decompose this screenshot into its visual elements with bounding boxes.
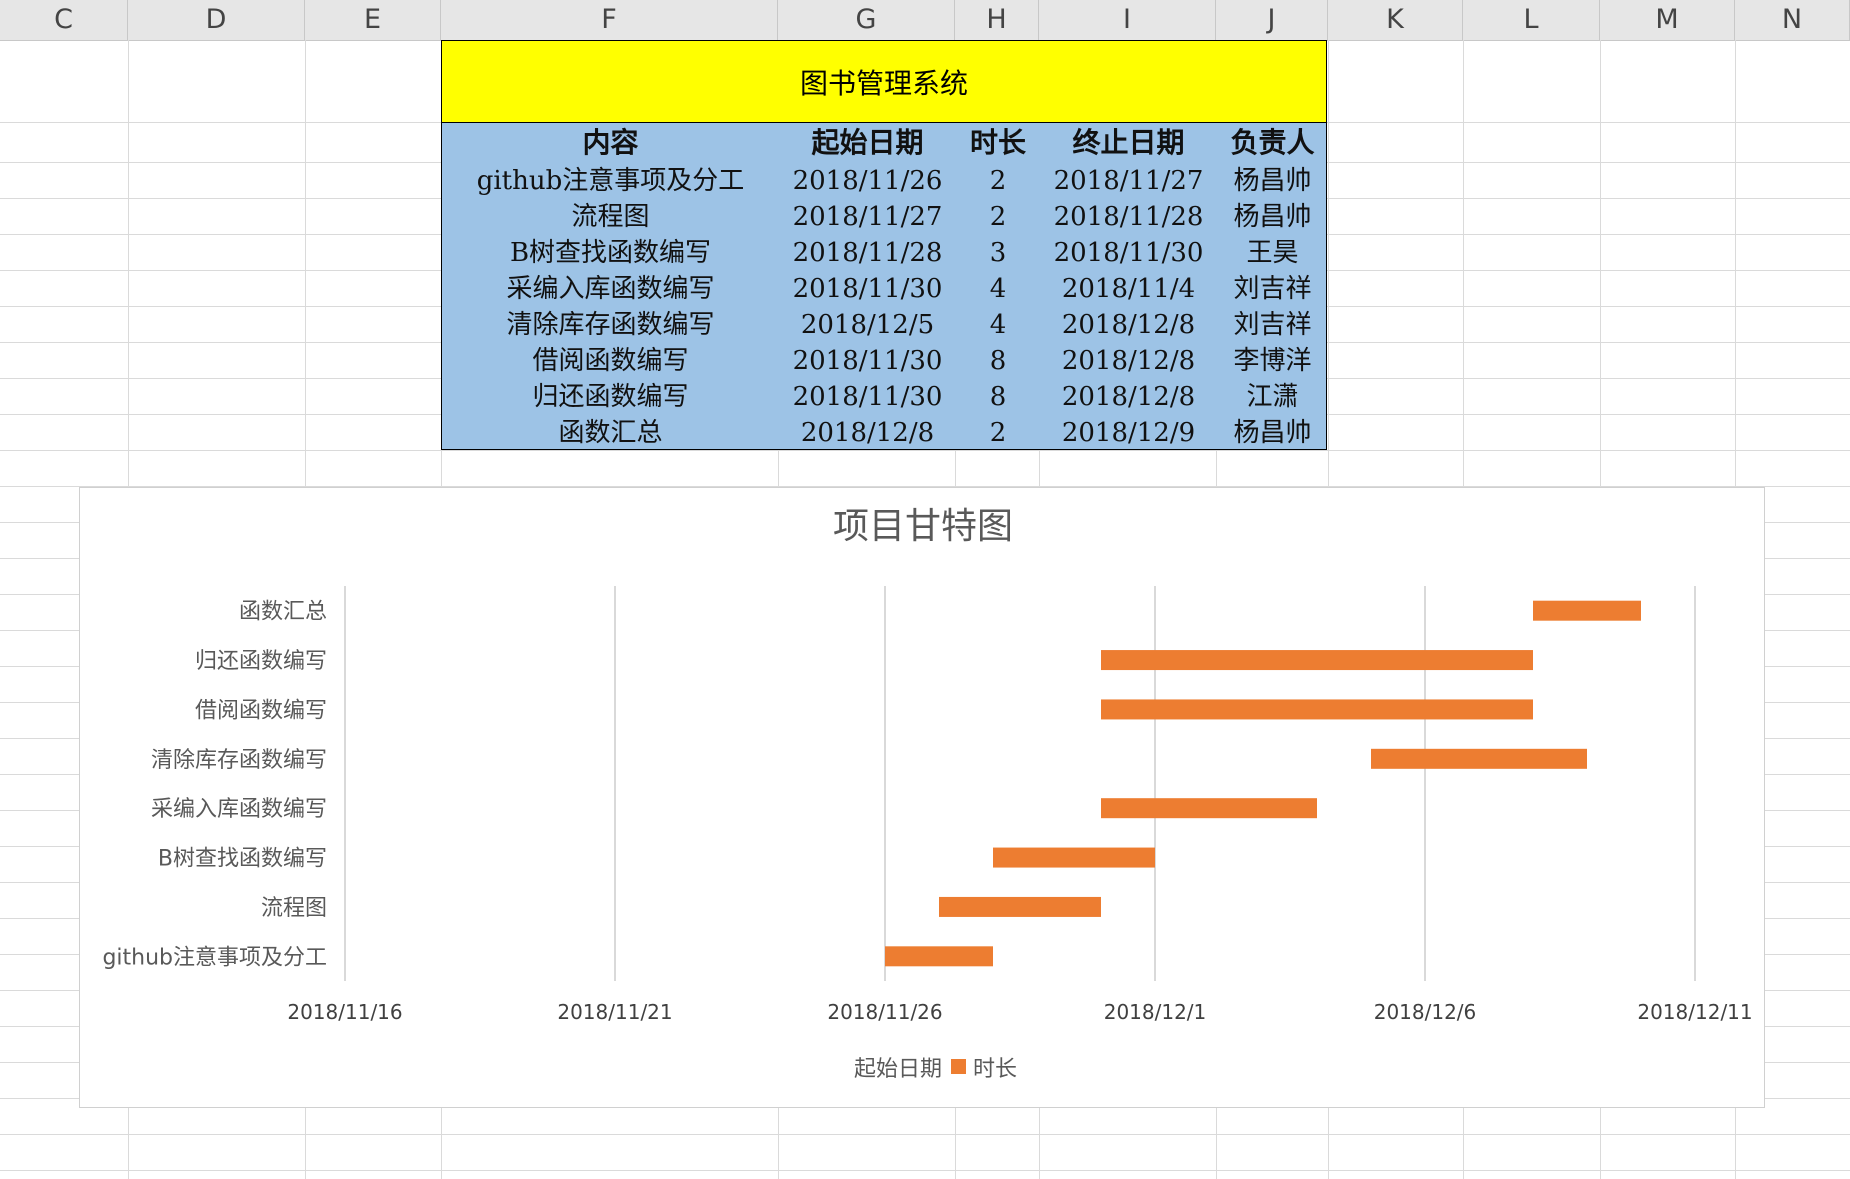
category-label: B树查找函数编写	[158, 847, 327, 872]
sheet-title: 图书管理系统	[799, 66, 968, 100]
category-label: 借阅函数编写	[195, 698, 327, 723]
table-header-content: 内容	[582, 126, 639, 159]
gantt-bar	[1101, 699, 1533, 720]
table-cell-content[interactable]: 流程图	[571, 202, 650, 232]
gantt-chart-svg: 项目甘特图 2018/11/16 2018/11/21 2018/11/26 2018/…	[102, 506, 1752, 1082]
x-tick-label: 2018/11/21	[557, 1000, 672, 1024]
table-cell-end-date[interactable]: 2018/12/9	[1061, 418, 1196, 448]
table-cell-duration[interactable]: 3	[989, 238, 1007, 268]
table-cell-content[interactable]: github注意事项及分工	[476, 166, 745, 196]
table-header-duration: 时长	[969, 126, 1026, 159]
task-table: 内容 起始日期 时长 终止日期 负责人 github注意事项及分工 2018/11/26 2 2…	[441, 122, 1327, 450]
table-cell-start-date[interactable]: 2018/11/26	[792, 166, 943, 196]
sheet-title-cell[interactable]: 图书管理系统	[441, 40, 1327, 122]
column-header-k[interactable]: K	[1328, 0, 1463, 40]
table-cell-owner[interactable]: 杨昌帅	[1233, 202, 1312, 232]
column-header-d[interactable]: D	[128, 0, 305, 40]
table-header-end-date: 终止日期	[1072, 126, 1185, 159]
table-cell-content[interactable]: B树查找函数编写	[509, 238, 712, 268]
category-label: 采编入库函数编写	[151, 797, 327, 822]
category-label: 归还函数编写	[195, 649, 327, 674]
table-cell-owner[interactable]: 王昊	[1246, 238, 1299, 268]
legend-swatch-duration	[951, 1059, 966, 1074]
table-cell-start-date[interactable]: 2018/11/30	[792, 382, 943, 412]
table-cell-owner[interactable]: 刘吉祥	[1233, 274, 1312, 304]
legend-label-duration: 时长	[973, 1057, 1017, 1082]
gantt-bar	[1533, 600, 1641, 621]
table-cell-end-date[interactable]: 2018/12/8	[1061, 346, 1196, 376]
table-cell-start-date[interactable]: 2018/11/27	[792, 202, 943, 232]
column-header-g[interactable]: G	[778, 0, 955, 40]
x-tick-label: 2018/12/1	[1104, 1000, 1207, 1024]
table-cell-start-date[interactable]: 2018/12/8	[800, 418, 935, 448]
table-header-owner: 负责人	[1230, 126, 1315, 159]
grid-row-line	[0, 450, 1850, 451]
gantt-bar	[1101, 650, 1533, 671]
legend-label-start-date: 起始日期	[854, 1057, 942, 1082]
table-cell-end-date[interactable]: 2018/12/8	[1061, 382, 1196, 412]
column-header-i[interactable]: I	[1039, 0, 1216, 40]
table-cell-start-date[interactable]: 2018/12/5	[800, 310, 935, 340]
table-cell-content[interactable]: 借阅函数编写	[532, 346, 689, 376]
table-cell-end-date[interactable]: 2018/11/27	[1053, 166, 1204, 196]
table-cell-content[interactable]: 函数汇总	[558, 418, 663, 448]
table-cell-start-date[interactable]: 2018/11/28	[792, 238, 943, 268]
gantt-bar	[1101, 798, 1317, 819]
category-label: 清除库存函数编写	[151, 748, 327, 773]
table-cell-owner[interactable]: 杨昌帅	[1233, 418, 1312, 448]
table-cell-end-date[interactable]: 2018/11/4	[1061, 274, 1196, 304]
column-header-c[interactable]: C	[0, 0, 128, 40]
x-tick-label: 2018/12/11	[1637, 1000, 1752, 1024]
x-tick-label: 2018/11/26	[827, 1000, 942, 1024]
gantt-bar	[885, 946, 993, 967]
column-header-f[interactable]: F	[441, 0, 778, 40]
table-header-start-date: 起始日期	[811, 126, 924, 159]
column-header-l[interactable]: L	[1463, 0, 1600, 40]
column-header-m[interactable]: M	[1600, 0, 1735, 40]
grid-row-line	[0, 1170, 1850, 1171]
column-header-n[interactable]: N	[1735, 0, 1850, 40]
table-cell-owner[interactable]: 刘吉祥	[1233, 310, 1312, 340]
column-header-e[interactable]: E	[305, 0, 441, 40]
gantt-bar	[1371, 748, 1587, 769]
table-cell-duration[interactable]: 4	[989, 310, 1007, 340]
category-label: 函数汇总	[239, 600, 327, 625]
column-header-h[interactable]: H	[955, 0, 1039, 40]
table-cell-start-date[interactable]: 2018/11/30	[792, 346, 943, 376]
table-cell-duration[interactable]: 2	[989, 166, 1007, 196]
chart-title: 项目甘特图	[833, 506, 1013, 547]
table-cell-content[interactable]: 清除库存函数编写	[506, 310, 715, 340]
x-tick-label: 2018/12/6	[1374, 1000, 1477, 1024]
table-cell-end-date[interactable]: 2018/12/8	[1061, 310, 1196, 340]
gantt-chart[interactable]: 项目甘特图 2018/11/16 2018/11/21 2018/11/26 2018/…	[79, 487, 1765, 1108]
table-cell-duration[interactable]: 4	[989, 274, 1007, 304]
category-label: github注意事项及分工	[102, 945, 327, 970]
table-cell-owner[interactable]: 李博洋	[1233, 346, 1312, 376]
table-cell-end-date[interactable]: 2018/11/28	[1053, 202, 1204, 232]
table-cell-content[interactable]: 采编入库函数编写	[506, 274, 715, 304]
grid-row-line	[0, 1134, 1850, 1135]
column-header-j[interactable]: J	[1216, 0, 1328, 40]
table-cell-duration[interactable]: 2	[989, 418, 1007, 448]
grid-row-line	[0, 486, 1850, 487]
x-tick-label: 2018/11/16	[287, 1000, 402, 1024]
category-label: 流程图	[261, 896, 327, 921]
table-cell-owner[interactable]: 江潇	[1246, 382, 1299, 412]
table-cell-end-date[interactable]: 2018/11/30	[1053, 238, 1204, 268]
gantt-bar	[993, 847, 1155, 868]
table-cell-duration[interactable]: 2	[989, 202, 1007, 232]
table-cell-owner[interactable]: 杨昌帅	[1233, 166, 1312, 196]
table-cell-start-date[interactable]: 2018/11/30	[792, 274, 943, 304]
table-cell-duration[interactable]: 8	[989, 382, 1007, 412]
table-cell-content[interactable]: 归还函数编写	[532, 382, 689, 412]
gantt-bar	[939, 896, 1101, 917]
table-cell-duration[interactable]: 8	[989, 346, 1007, 376]
